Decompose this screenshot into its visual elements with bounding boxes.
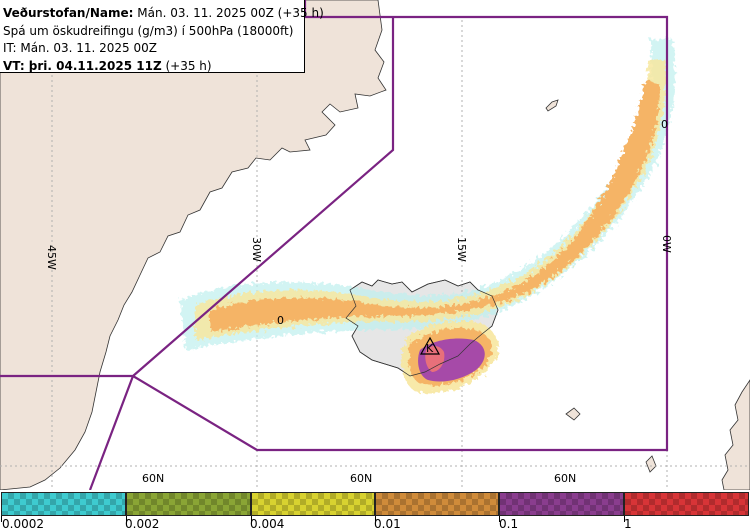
forecast-info-box: Veðurstofan/Name: Mán. 03. 11. 2025 00Z … <box>0 0 324 76</box>
plume-contour-label-west: 0 <box>277 314 284 327</box>
lat-label-60n-right: 60N <box>554 472 576 485</box>
issue-time: Mán. 03. 11. 2025 00Z (+35 h) <box>133 6 324 20</box>
greenland-land <box>0 0 387 490</box>
legend-label-1: 1 <box>624 517 632 531</box>
forecast-description: Spá um öskudreifingu (g/m3) í 500hPa (18… <box>3 23 294 38</box>
legend-swatch-1 <box>1 492 126 516</box>
plume-contour-label-east: 0 <box>661 118 668 131</box>
issuer-label: Veðurstofan/Name: <box>3 6 134 20</box>
valid-time-label: VT: þri. 04.11.2025 11Z <box>3 58 162 73</box>
fir-boundary <box>0 0 669 490</box>
legend-tick <box>499 516 500 522</box>
info-line-1: Veðurstofan/Name: Mán. 03. 11. 2025 00Z … <box>3 5 324 23</box>
plume-level-0-01 <box>210 80 660 332</box>
info-line-4: VT: þri. 04.11.2025 11Z (+35 h) <box>3 58 304 76</box>
lat-label-60n-middle: 60N <box>350 472 372 485</box>
norway-land <box>721 379 750 490</box>
legend-swatch-3 <box>251 492 375 516</box>
legend-label-0-002: 0.002 <box>125 517 160 531</box>
iceland-coast <box>345 279 499 377</box>
legend-tick <box>251 516 252 522</box>
legend-label-0-1: 0.1 <box>499 517 519 531</box>
legend-swatch-4 <box>375 492 499 516</box>
initial-time: IT: Mán. 03. 11. 2025 00Z <box>3 41 157 55</box>
plume-level-1 <box>425 346 445 372</box>
lon-label-15w: 15W <box>455 237 468 262</box>
legend-label-0-0002: 0.0002 <box>2 517 44 531</box>
faroe-islands <box>565 407 581 421</box>
legend-tick <box>375 516 376 522</box>
ash-dispersion-map: K 45W 30W 15W 0W 60N 60N 60N 0 0 <box>0 0 750 490</box>
legend-label-0-01: 0.01 <box>374 517 401 531</box>
latitude-labels: 60N 60N 60N <box>142 472 576 485</box>
island-jan-mayen <box>545 99 559 112</box>
legend-tick <box>1 516 2 522</box>
legend-tick <box>126 516 127 522</box>
legend-label-0-004: 0.004 <box>250 517 285 531</box>
legend-tick <box>624 516 625 522</box>
legend-swatch-6 <box>624 492 749 516</box>
lon-label-45w: 45W <box>45 245 58 270</box>
legend-swatch-5 <box>499 492 624 516</box>
volcano-label: K <box>426 342 434 355</box>
lat-label-60n-left: 60N <box>142 472 164 485</box>
lon-label-30w: 30W <box>250 237 263 262</box>
concentration-legend: 0.0002 0.002 0.004 0.01 0.1 1 <box>0 490 750 532</box>
legend-swatch-2 <box>126 492 251 516</box>
valid-time-offset: (+35 h) <box>161 58 212 73</box>
volcano-marker: K <box>419 336 441 355</box>
lon-label-0w: 0W <box>660 235 673 253</box>
longitude-labels: 45W 30W 15W 0W <box>45 235 673 270</box>
